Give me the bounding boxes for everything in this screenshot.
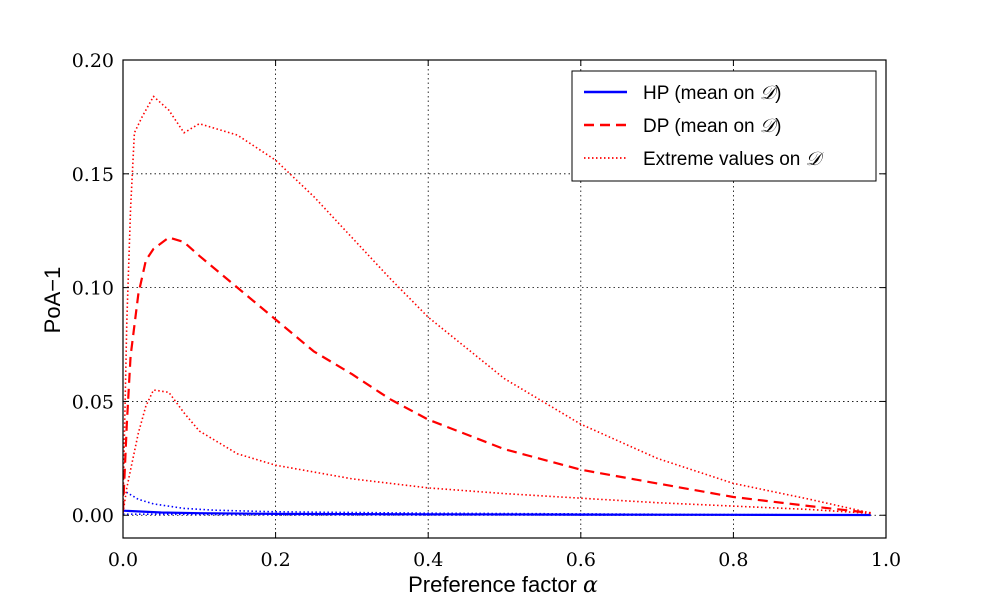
x-tick-label: 0.2 bbox=[260, 549, 290, 571]
plot-frame bbox=[122, 59, 887, 539]
tick-labels: 0.0 0.2 0.4 0.6 0.8 1.0 0.00 0.05 0.10 0.15 0.20 bbox=[72, 50, 901, 571]
series-dp-extreme-upper bbox=[123, 95, 871, 514]
y-tick-label: 0.10 bbox=[72, 278, 114, 300]
legend-label: HP (mean on 𝒟) bbox=[643, 82, 781, 104]
legend: HP (mean on 𝒟) DP (mean on 𝒟) Extreme valu… bbox=[571, 70, 877, 182]
y-tick-label: 0.05 bbox=[72, 391, 114, 413]
series-group bbox=[123, 95, 871, 517]
series-dp-mean bbox=[123, 236, 871, 515]
series-dp-extreme-lower bbox=[123, 389, 871, 515]
x-tick-label: 1.0 bbox=[871, 549, 901, 571]
x-tick-label: 0.0 bbox=[108, 549, 138, 571]
series-hp-extreme-lower bbox=[123, 513, 871, 516]
y-tick-label: 0.15 bbox=[72, 164, 114, 186]
y-tick-label: 0.00 bbox=[72, 505, 114, 527]
y-axis-label: PoA−1 bbox=[40, 267, 65, 334]
y-tick-label: 0.20 bbox=[72, 50, 114, 72]
legend-label: Extreme values on 𝒟 bbox=[643, 148, 825, 170]
legend-label: DP (mean on 𝒟) bbox=[643, 115, 781, 137]
tick-marks bbox=[122, 59, 887, 538]
x-tick-label: 0.6 bbox=[566, 549, 596, 571]
x-tick-label: 0.8 bbox=[718, 549, 748, 571]
x-tick-label: 0.4 bbox=[413, 549, 443, 571]
x-axis-label: Preference factor α bbox=[408, 572, 598, 598]
